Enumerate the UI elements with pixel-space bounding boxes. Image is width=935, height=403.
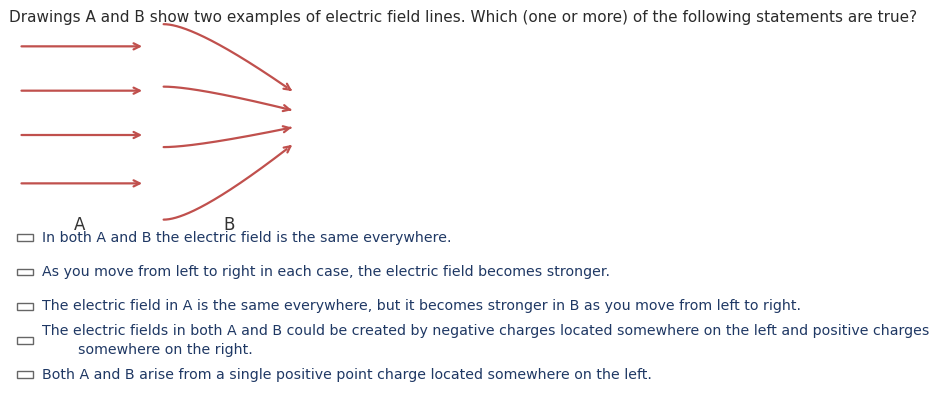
FancyBboxPatch shape (17, 235, 33, 241)
FancyBboxPatch shape (17, 337, 33, 344)
FancyBboxPatch shape (17, 303, 33, 310)
Text: As you move from left to right in each case, the electric field becomes stronger: As you move from left to right in each c… (42, 265, 610, 279)
Text: The electric field in A is the same everywhere, but it becomes stronger in B as : The electric field in A is the same ever… (42, 299, 801, 313)
Text: B: B (223, 216, 235, 234)
Text: In both A and B the electric field is the same everywhere.: In both A and B the electric field is th… (42, 231, 452, 245)
FancyBboxPatch shape (17, 269, 33, 276)
Text: Both A and B arise from a single positive point charge located somewhere on the : Both A and B arise from a single positiv… (42, 368, 652, 382)
Text: The electric fields in both A and B could be created by negative charges located: The electric fields in both A and B coul… (42, 324, 929, 357)
FancyBboxPatch shape (17, 372, 33, 378)
Text: Drawings A and B show two examples of electric field lines. Which (one or more) : Drawings A and B show two examples of el… (9, 10, 917, 25)
Text: A: A (74, 216, 85, 234)
